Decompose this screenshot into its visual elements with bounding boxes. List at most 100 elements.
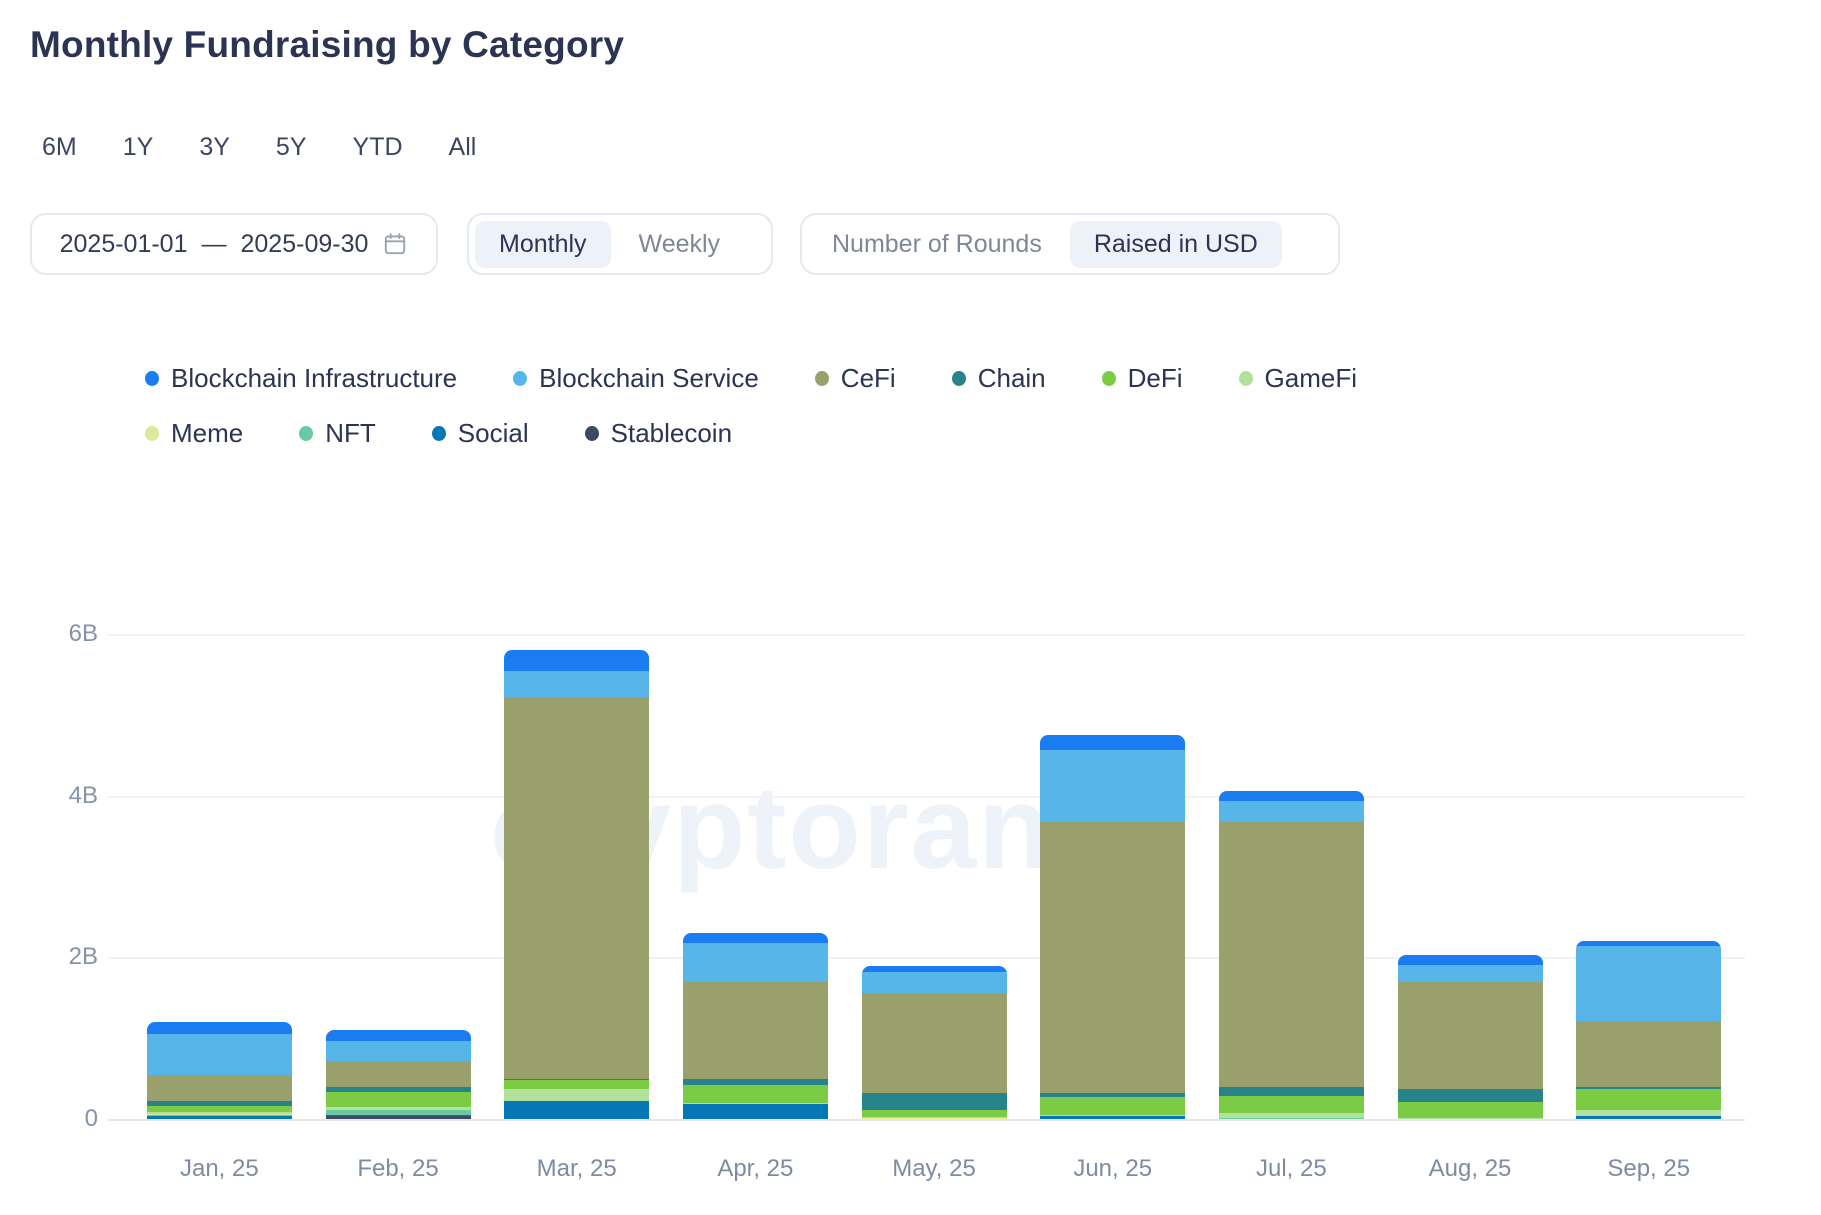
gridline-4B <box>108 795 1745 798</box>
gridline-6B <box>108 634 1745 636</box>
bar-segment-chain <box>682 1078 828 1086</box>
date-range-picker[interactable]: 2025-01-01 — 2025-09-30 <box>30 213 438 275</box>
bar-segment-defi <box>325 1091 471 1108</box>
stacked-bar-jan-25[interactable] <box>146 1022 292 1120</box>
bar-segment-blockchain-infrastructure <box>146 1022 292 1035</box>
bar-segment-cefi <box>1218 821 1364 1087</box>
y-tick-2B: 2B <box>68 943 98 971</box>
date-range-end: 2025-09-30 <box>240 229 369 258</box>
stacked-bar-jul-25[interactable] <box>1218 791 1364 1120</box>
bar-segment-chain <box>1040 1093 1186 1097</box>
bar-segment-defi <box>1576 1088 1722 1111</box>
stacked-bar-jun-25[interactable] <box>1040 734 1186 1120</box>
legend-label: Chain <box>977 363 1046 393</box>
bar-segment-nft <box>146 1115 292 1116</box>
legend-label: Social <box>457 418 529 448</box>
legend-item-cefi[interactable]: CeFi <box>814 363 896 394</box>
legend-dot-icon <box>814 371 829 386</box>
legend-dot-icon <box>1238 371 1253 386</box>
bar-segment-cefi <box>325 1061 471 1087</box>
range-tab-6m[interactable]: 6M <box>42 133 77 161</box>
legend-item-gamefi[interactable]: GameFi <box>1238 363 1357 394</box>
bar-segment-defi <box>504 1079 650 1090</box>
y-tick-4B: 4B <box>68 781 98 809</box>
bar-segment-stablecoin <box>325 1115 471 1120</box>
option-raised-in-usd[interactable]: Raised in USD <box>1069 220 1282 268</box>
bar-segment-social <box>325 1115 471 1116</box>
bar-segment-blockchain-infrastructure <box>861 966 1007 973</box>
bar-segment-blockchain-infrastructure <box>1218 791 1364 801</box>
bar-segment-gamefi <box>504 1089 650 1101</box>
range-tab-3y[interactable]: 3Y <box>199 133 230 161</box>
y-tick-0: 0 <box>84 1105 98 1132</box>
legend-label: Blockchain Infrastructure <box>171 363 458 393</box>
controls-row: 2025-01-01 — 2025-09-30 Monthly Weekly Nu… <box>0 213 1821 275</box>
legend-item-stablecoin[interactable]: Stablecoin <box>584 418 732 449</box>
stacked-bar-sep-25[interactable] <box>1576 941 1722 1120</box>
bar-segment-defi <box>1040 1096 1186 1116</box>
bar-segment-chain <box>1218 1086 1364 1096</box>
bar-segment-gamefi <box>861 1116 1007 1119</box>
x-tick-label: Aug, 25 <box>1428 1155 1512 1182</box>
bar-slot <box>130 635 309 1120</box>
legend-dot-icon <box>145 426 159 441</box>
bar-segment-defi <box>1397 1102 1543 1118</box>
legend-dot-icon <box>431 426 446 441</box>
x-tick-label: May, 25 <box>892 1155 976 1182</box>
stacked-bar-mar-25[interactable] <box>504 650 650 1120</box>
bar-segment-cefi <box>682 981 828 1079</box>
bar-segment-blockchain-service <box>682 943 828 982</box>
range-tab-ytd[interactable]: YTD <box>352 133 403 161</box>
bar-segment-defi <box>861 1110 1007 1117</box>
legend-item-social[interactable]: Social <box>431 418 529 449</box>
page-title: Monthly Fundraising by Category <box>30 24 625 65</box>
bar-segment-blockchain-infrastructure <box>325 1030 471 1041</box>
bar-segment-blockchain-service <box>1040 749 1186 822</box>
bar-slot <box>666 635 845 1120</box>
stacked-bar-apr-25[interactable] <box>682 933 828 1120</box>
bar-segment-chain <box>1576 1086 1722 1089</box>
legend-item-blockchain-infrastructure[interactable]: Blockchain Infrastructure <box>145 363 457 394</box>
legend-label: CeFi <box>840 363 896 393</box>
bar-segment-defi <box>682 1085 828 1104</box>
bar-segment-social <box>146 1115 292 1120</box>
bar-segment-gamefi <box>325 1107 471 1110</box>
bar-segment-blockchain-service <box>861 972 1007 994</box>
bar-segment-cefi <box>504 697 650 1079</box>
bar-segment-gamefi <box>1397 1117 1543 1120</box>
legend-item-blockchain-service[interactable]: Blockchain Service <box>513 363 759 394</box>
stacked-bar-aug-25[interactable] <box>1397 955 1543 1120</box>
y-tick-6B: 6B <box>68 620 98 647</box>
bar-segment-blockchain-service <box>1218 800 1364 822</box>
bar-segment-blockchain-infrastructure <box>682 933 828 944</box>
bar-segment-chain <box>861 1092 1007 1111</box>
bar-segment-gamefi <box>146 1111 292 1115</box>
bar-segment-defi <box>146 1106 292 1112</box>
bar-segment-meme <box>325 1109 471 1111</box>
x-tick-label: Jan, 25 <box>179 1155 259 1182</box>
range-tab-all[interactable]: All <box>448 133 477 161</box>
legend-item-meme[interactable]: Meme <box>145 418 243 449</box>
bar-segment-social <box>1040 1115 1186 1120</box>
range-tab-5y[interactable]: 5Y <box>275 133 307 161</box>
bar-segment-nft <box>1218 1117 1364 1120</box>
bar-segment-chain <box>325 1086 471 1092</box>
option-monthly[interactable]: Monthly <box>475 220 611 268</box>
x-axis-line <box>108 1119 1745 1121</box>
option-number-of-rounds[interactable]: Number of Rounds <box>832 229 1042 258</box>
legend-item-defi[interactable]: DeFi <box>1101 363 1183 394</box>
calendar-icon[interactable] <box>382 231 408 257</box>
legend-item-nft[interactable]: NFT <box>299 418 376 449</box>
bar-segment-chain <box>146 1101 292 1107</box>
range-tab-1y[interactable]: 1Y <box>122 133 154 161</box>
granularity-toggle: Monthly Weekly <box>467 213 773 275</box>
stacked-bar-may-25[interactable] <box>861 966 1007 1120</box>
stacked-bar-feb-25[interactable] <box>325 1030 471 1120</box>
option-weekly[interactable]: Weekly <box>638 229 721 258</box>
x-tick-label: Jul, 25 <box>1256 1155 1327 1182</box>
bar-segment-cefi <box>1576 1020 1722 1087</box>
x-tick-label: Feb, 25 <box>357 1155 439 1182</box>
legend-row: Meme NFT Social Stablecoin <box>145 418 1705 449</box>
x-axis-labels: Jan, 25 Feb, 25 Mar, 25 Apr, 25 May, 25 Jun, … <box>130 1155 1738 1183</box>
legend-item-chain[interactable]: Chain <box>951 363 1046 394</box>
